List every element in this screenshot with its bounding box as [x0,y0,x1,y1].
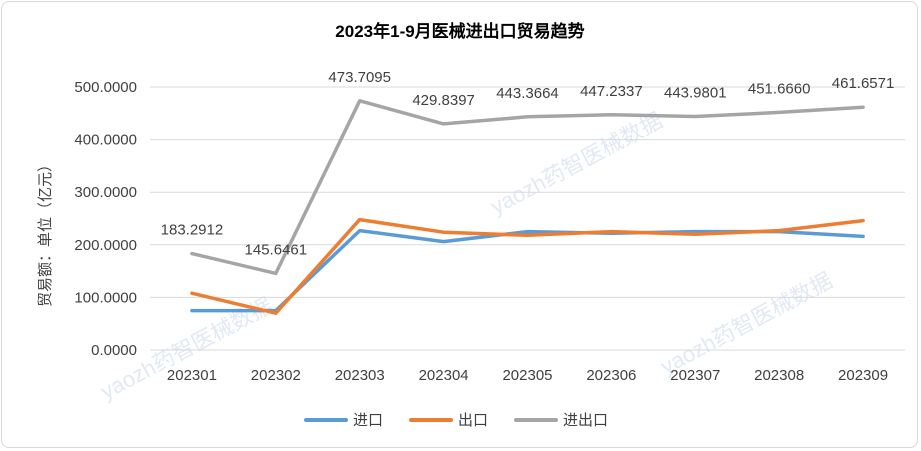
data-label: 443.3664 [496,85,559,102]
chart-title: 2023年1-9月医械进出口贸易趋势 [335,21,584,41]
data-label: 447.2337 [580,83,643,100]
legend-label: 出口 [458,412,488,429]
x-tick-label: 202307 [670,367,720,384]
data-label: 451.6660 [748,80,811,97]
watermark-text: yaozh药智医械数据 [486,108,666,220]
x-tick-label: 202304 [419,367,469,384]
x-axis-ticks: 202301 202302 202303 202304 202305 202306 2023… [167,367,888,384]
legend-label: 进出口 [563,412,608,429]
x-tick-label: 202308 [754,367,804,384]
x-tick-label: 202302 [251,367,301,384]
y-tick-label: 400.0000 [74,132,137,149]
x-tick-label: 202305 [502,367,552,384]
x-tick-label: 202301 [167,367,217,384]
x-tick-label: 202309 [838,367,888,384]
x-tick-label: 202306 [586,367,636,384]
y-tick-label: 500.0000 [74,79,137,96]
data-label: 145.6461 [245,241,308,258]
gridlines [150,86,905,351]
data-label: 183.2912 [161,222,224,239]
y-tick-label: 200.0000 [74,237,137,254]
data-label: 429.8397 [412,92,475,109]
data-labels: 183.2912 145.6461 473.7095 429.8397 443.3664… [161,69,895,259]
data-label: 473.7095 [328,69,391,86]
series-line-进出口 [190,99,865,276]
watermark-text: yaozh药智医械数据 [656,268,836,380]
data-label: 461.6571 [832,75,895,92]
y-tick-label: 100.0000 [74,289,137,306]
y-tick-label: 300.0000 [74,184,137,201]
data-label: 443.9801 [664,84,727,101]
y-axis-ticks: 0.0000 100.0000 200.0000 300.0000 400.0000 50… [74,79,137,359]
series-line-出口 [190,217,865,315]
legend: 进口 出口 进出口 [304,412,608,429]
x-tick-label: 202303 [335,367,385,384]
y-axis-label: 贸易额：单位（亿元） [37,157,54,307]
series-lines [190,99,865,315]
y-tick-label: 0.0000 [91,342,137,359]
legend-label: 进口 [353,412,383,429]
